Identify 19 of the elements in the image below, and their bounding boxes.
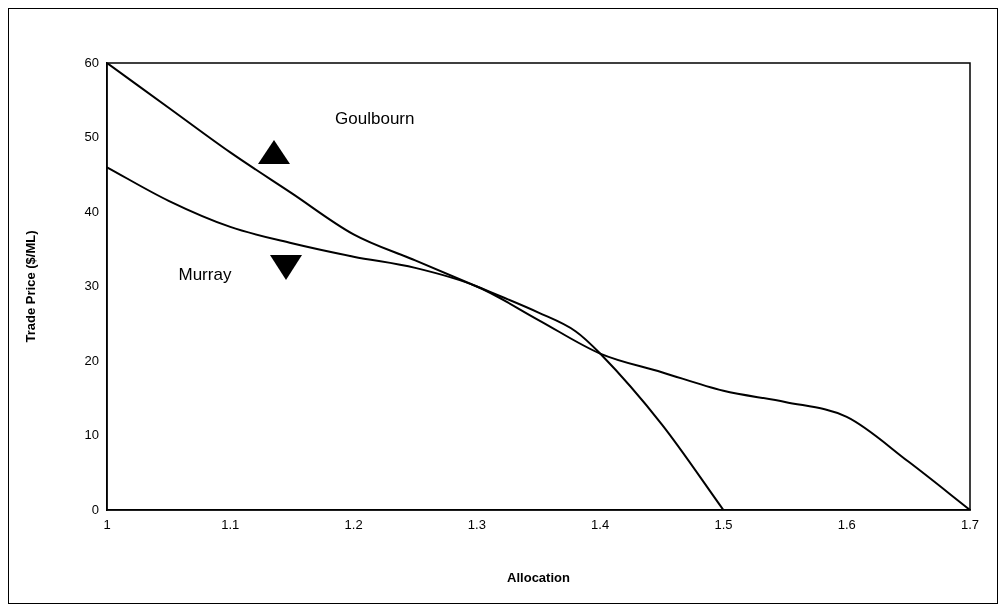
x-tick-label: 1 — [103, 517, 111, 533]
x-axis-title: Allocation — [507, 569, 570, 585]
y-tick-label: 0 — [91, 501, 99, 517]
y-tick-label: 50 — [84, 129, 99, 145]
y-tick-label: 20 — [84, 352, 99, 368]
y-tick-label: 10 — [84, 427, 99, 443]
x-tick-label: 1.6 — [837, 517, 856, 533]
x-tick-label: 1.1 — [221, 517, 240, 533]
y-axis-title: Trade Price ($/ML) — [23, 230, 39, 343]
x-tick-label: 1.5 — [714, 517, 733, 533]
x-tick-label: 1.4 — [591, 517, 610, 533]
x-tick-label: 1.2 — [344, 517, 363, 533]
x-tick-label: 1.7 — [960, 517, 980, 533]
x-tick-label: 1.3 — [467, 517, 486, 533]
y-tick-label: 60 — [84, 54, 99, 70]
annotation: Goulbourn — [335, 108, 415, 128]
y-tick-label: 40 — [84, 203, 99, 219]
y-tick-label: 30 — [84, 278, 99, 294]
annotation: Murray — [178, 265, 232, 285]
